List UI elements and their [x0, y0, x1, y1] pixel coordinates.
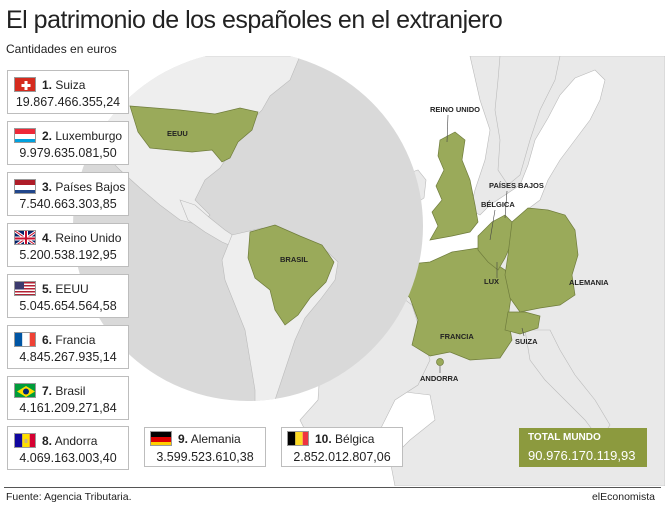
country-value: 4.161.209.271,84: [19, 401, 117, 415]
ranking-card-brasil: 7. Brasil 4.161.209.271,84: [7, 376, 129, 420]
country-name: Reino Unido: [55, 231, 122, 245]
luxembourg-flag-icon: [14, 128, 36, 143]
total-box: TOTAL MUNDO 90.976.170.119,93: [519, 428, 647, 467]
rank-number: 3.: [42, 180, 53, 194]
rank-number: 2.: [42, 129, 53, 143]
country-value: 2.852.012.807,06: [293, 450, 391, 464]
ranking-card-francia: 6. Francia 4.845.267.935,14: [7, 325, 129, 369]
map-label-reino-unido: REINO UNIDO: [430, 105, 480, 114]
ranking-card-eeuu: 5. EEUU 5.045.654.564,58: [7, 274, 129, 318]
rank-number: 5.: [42, 282, 53, 296]
country-value: 7.540.663.303,85: [19, 197, 117, 211]
map-label-suiza: SUIZA: [515, 337, 538, 346]
country-value: 5.045.654.564,58: [19, 299, 117, 313]
andorra-flag-icon: [14, 433, 36, 448]
netherlands-flag-icon: [14, 179, 36, 194]
country-name: Andorra: [54, 434, 98, 448]
ranking-card-belgica: 10. Bélgica 2.852.012.807,06: [281, 427, 403, 467]
publisher-credit: elEconomista: [591, 491, 655, 503]
uk-flag-icon: [14, 230, 36, 245]
source-note: Fuente: Agencia Tributaria.: [6, 491, 132, 503]
country-value: 3.599.523.610,38: [156, 450, 254, 464]
scandinavia-land: [494, 56, 561, 186]
belgium-flag-icon: [287, 431, 309, 446]
rank-number: 10.: [315, 432, 332, 446]
country-value: 4.845.267.935,14: [19, 350, 117, 364]
rank-number: 9.: [178, 432, 189, 446]
map-label-eeuu: EEUU: [167, 129, 188, 138]
map-label-belgica: BÉLGICA: [481, 200, 515, 209]
ranking-card-suiza: 1. Suiza 19.867.466.355,24: [7, 70, 129, 114]
page-title: El patrimonio de los españoles en el ext…: [6, 6, 503, 34]
map-label-francia: FRANCIA: [440, 332, 474, 341]
germany-flag-icon: [150, 431, 172, 446]
country-value: 9.979.635.081,50: [19, 146, 117, 160]
ranking-card-paises-bajos: 3. Países Bajos 7.540.663.303,85: [7, 172, 129, 216]
ranking-card-alemania: 9. Alemania 3.599.523.610,38: [144, 427, 266, 467]
map-label-lux: LUX: [484, 277, 499, 286]
france-flag-icon: [14, 332, 36, 347]
ranking-card-luxemburgo: 2. Luxemburgo 9.979.635.081,50: [7, 121, 129, 165]
rank-number: 4.: [42, 231, 53, 245]
country-name: EEUU: [55, 282, 89, 296]
country-value: 4.069.163.003,40: [19, 451, 117, 465]
map-label-andorra: ANDORRA: [420, 374, 459, 383]
country-name: Países Bajos: [55, 180, 126, 194]
ranking-card-reino-unido: 4. Reino Unido 5.200.538.192,95: [7, 223, 129, 267]
usa-land: [129, 105, 259, 163]
map-label-alemania: ALEMANIA: [569, 278, 609, 287]
switzerland-land: [504, 311, 541, 335]
germany-land: [504, 207, 579, 313]
country-name: Francia: [55, 333, 96, 347]
country-name: Bélgica: [335, 432, 375, 446]
country-name: Alemania: [190, 432, 241, 446]
map-label-paises-bajos: PAÍSES BAJOS: [489, 181, 544, 190]
andorra-land: [436, 358, 444, 366]
country-name: Luxemburgo: [55, 129, 123, 143]
usa-flag-icon: [14, 281, 36, 296]
country-name: Brasil: [55, 384, 86, 398]
rank-number: 6.: [42, 333, 53, 347]
map-label-brasil: BRASIL: [280, 255, 308, 264]
uk-land: [429, 131, 479, 241]
rank-number: 7.: [42, 384, 53, 398]
country-name: Suiza: [55, 78, 86, 92]
brazil-flag-icon: [14, 383, 36, 398]
rank-number: 8.: [42, 434, 53, 448]
country-value: 19.867.466.355,24: [15, 95, 121, 109]
country-value: 5.200.538.192,95: [19, 248, 117, 262]
brazil-land: [247, 224, 335, 326]
switzerland-flag-icon: [14, 77, 36, 92]
page-subtitle: Cantidades en euros: [6, 42, 117, 56]
total-label: TOTAL MUNDO: [528, 432, 601, 443]
rank-number: 1.: [42, 78, 53, 92]
ranking-card-andorra: 8. Andorra 4.069.163.003,40: [7, 426, 129, 470]
france-land: [397, 247, 513, 361]
footer-divider: [4, 487, 661, 488]
total-value: 90.976.170.119,93: [528, 448, 636, 463]
